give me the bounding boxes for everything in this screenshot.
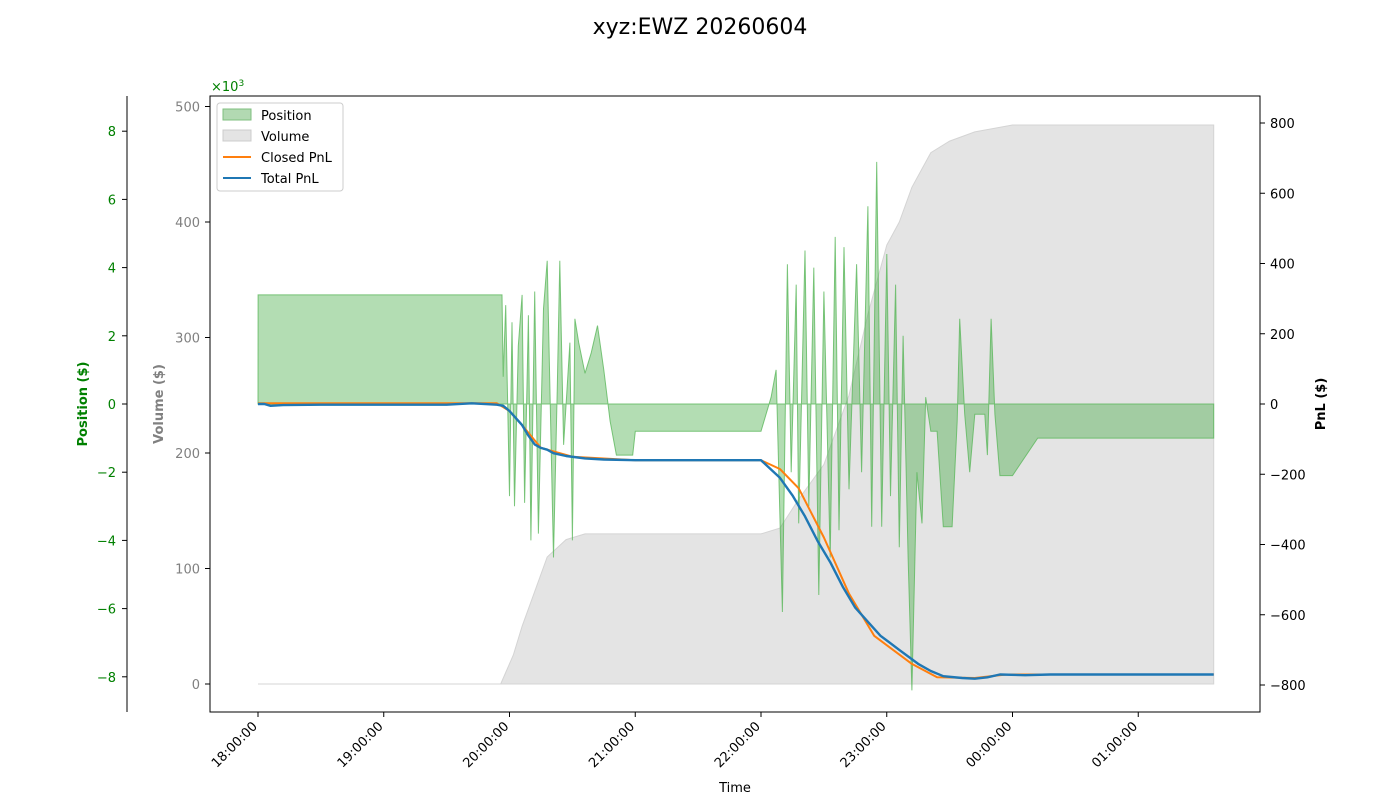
position-tick-label: −4 bbox=[97, 534, 116, 549]
pnl-tick-label: 0 bbox=[1270, 398, 1278, 413]
volume-tick-label: 400 bbox=[175, 216, 200, 231]
volume-tick-label: 100 bbox=[175, 563, 200, 578]
volume-tick-label: 0 bbox=[192, 678, 200, 693]
plot-area bbox=[257, 124, 1215, 691]
position-axis: 8 6 4 2 0 −2 −4 −6 −8 bbox=[97, 125, 127, 686]
pnl-tick-label: −200 bbox=[1270, 468, 1306, 483]
pnl-tick-label: −400 bbox=[1270, 539, 1306, 554]
position-tick-label: −8 bbox=[97, 671, 116, 686]
volume-axis: 500 400 300 200 100 0 bbox=[175, 101, 210, 693]
volume-tick-label: 500 bbox=[175, 101, 200, 116]
position-tick-label: 4 bbox=[108, 262, 116, 277]
pnl-tick-label: 600 bbox=[1270, 187, 1295, 202]
pnl-axis-label: PnL ($) bbox=[1314, 378, 1329, 431]
chart-title: xyz:EWZ 20260604 bbox=[593, 15, 808, 40]
pnl-tick-label: 400 bbox=[1270, 258, 1295, 273]
legend-swatch-volume bbox=[222, 129, 252, 142]
volume-tick-label: 200 bbox=[175, 447, 200, 462]
x-tick-label: 18:00:00 bbox=[209, 719, 261, 771]
position-tick-label: 0 bbox=[108, 398, 116, 413]
x-tick-label: 20:00:00 bbox=[460, 719, 512, 771]
volume-area bbox=[258, 124, 1215, 685]
volume-axis-label: Volume ($) bbox=[152, 364, 167, 444]
x-tick-label: 22:00:00 bbox=[712, 719, 764, 771]
x-tick-label: 23:00:00 bbox=[838, 719, 890, 771]
position-tick-label: −6 bbox=[97, 603, 116, 618]
position-tick-label: 6 bbox=[108, 193, 116, 208]
x-axis-label: Time bbox=[718, 781, 751, 796]
position-axis-label: Position ($) bbox=[76, 362, 91, 447]
legend-label: Position bbox=[261, 109, 312, 124]
position-tick-label: −2 bbox=[97, 466, 116, 481]
legend-label: Volume bbox=[261, 130, 309, 145]
position-axis-multiplier: ×103 bbox=[211, 79, 244, 95]
legend-label: Closed PnL bbox=[261, 151, 333, 166]
volume-tick-label: 300 bbox=[175, 332, 200, 347]
x-tick-label: 01:00:00 bbox=[1089, 719, 1141, 771]
position-tick-label: 8 bbox=[108, 125, 116, 140]
legend-swatch-position bbox=[222, 108, 252, 121]
pnl-axis: 800 600 400 200 0 −200 −400 −600 −800 bbox=[1260, 117, 1306, 694]
x-tick-label: 19:00:00 bbox=[335, 719, 387, 771]
legend: Position Volume Closed PnL Total PnL bbox=[216, 102, 344, 192]
legend-frame bbox=[216, 102, 344, 192]
pnl-tick-label: 800 bbox=[1270, 117, 1295, 132]
x-axis: 18:00:00 19:00:00 20:00:00 21:00:00 22:00:00… bbox=[209, 712, 1141, 771]
x-tick-label: 21:00:00 bbox=[586, 719, 638, 771]
legend-label: Total PnL bbox=[260, 172, 319, 187]
pnl-tick-label: 200 bbox=[1270, 328, 1295, 343]
pnl-tick-label: −600 bbox=[1270, 609, 1306, 624]
position-area bbox=[257, 161, 1215, 691]
x-tick-label: 00:00:00 bbox=[963, 719, 1015, 771]
total-pnl-line bbox=[258, 402, 1214, 680]
position-tick-label: 2 bbox=[108, 330, 116, 345]
pnl-tick-label: −800 bbox=[1270, 679, 1306, 694]
